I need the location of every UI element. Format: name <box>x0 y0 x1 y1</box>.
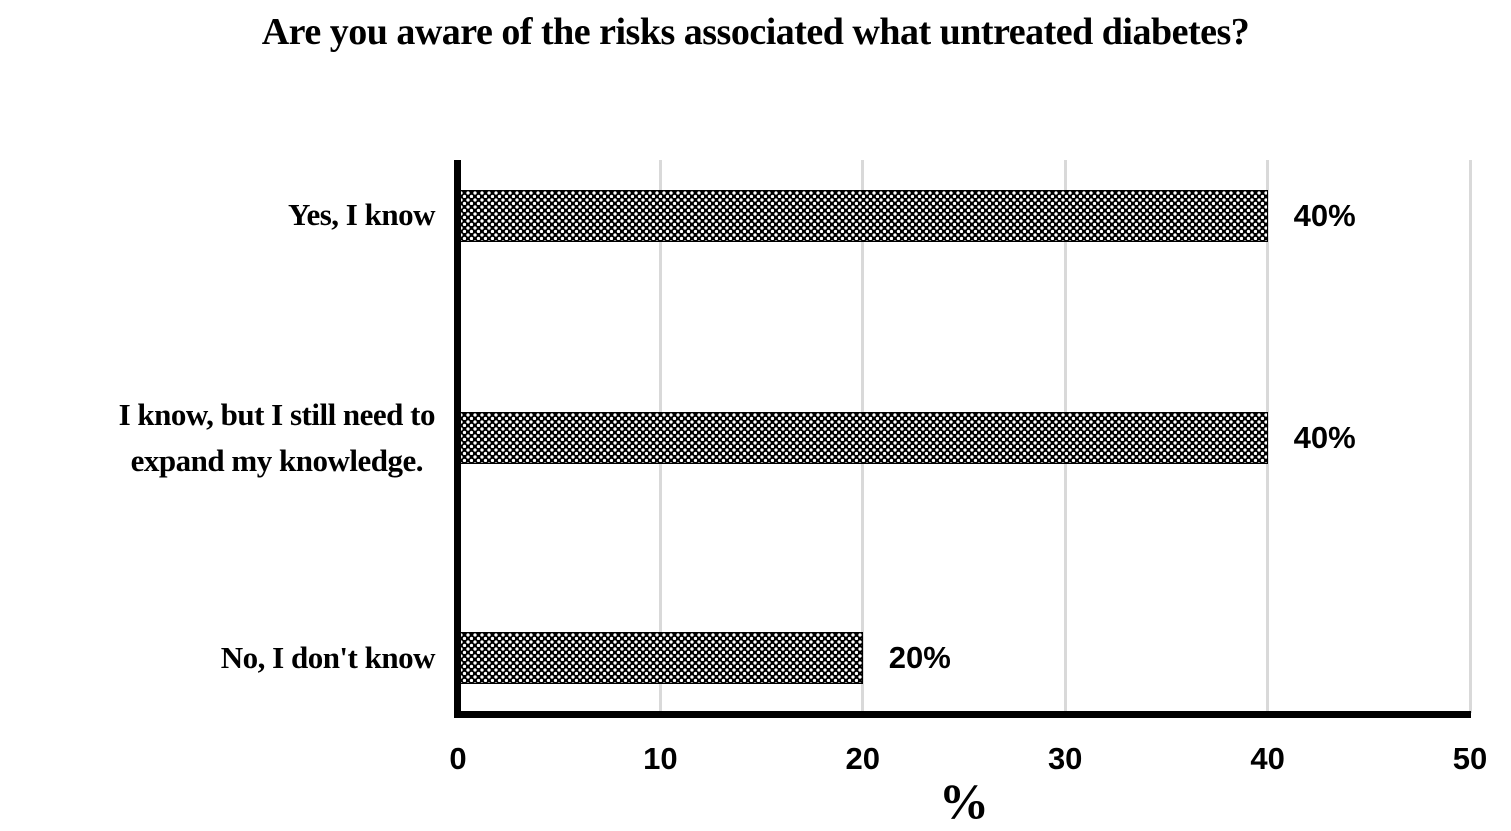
x-axis-tick-label: 40 <box>1250 741 1285 776</box>
x-axis-line <box>454 711 1471 718</box>
value-label: 40% <box>1293 420 1356 455</box>
category-label-no-i-dont-know: No, I don't know <box>220 640 436 675</box>
x-axis-tick-label: 20 <box>845 741 881 776</box>
category-label-i-know-but-expand: I know, but I still need to expand my kno… <box>118 397 436 478</box>
x-axis-title-percent: % <box>939 773 989 829</box>
x-axis-tick-label: 0 <box>449 741 467 776</box>
category-label-yes-i-know: Yes, I know <box>288 197 435 232</box>
x-axis-tick-label: 10 <box>643 741 678 776</box>
chart-title: Are you aware of the risks associated wh… <box>261 11 1250 53</box>
gridline <box>1468 160 1472 713</box>
y-axis-line <box>454 160 461 718</box>
x-axis-tick-label: 50 <box>1452 741 1488 776</box>
bar-no-i-dont-know <box>458 632 863 684</box>
value-label: 20% <box>888 640 951 675</box>
bar-i-know-but-expand <box>458 412 1268 464</box>
x-axis-tick-label: 30 <box>1047 741 1083 776</box>
value-label: 40% <box>1293 198 1356 233</box>
gridline <box>1266 160 1270 713</box>
bar-yes-i-know <box>458 190 1268 242</box>
